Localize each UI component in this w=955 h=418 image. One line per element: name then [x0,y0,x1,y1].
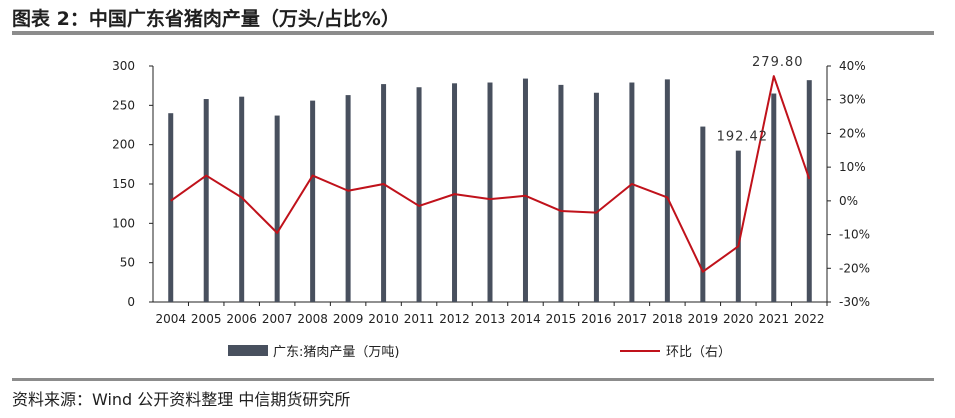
left-tick-label: 250 [112,98,135,112]
x-tick-label: 2006 [226,312,257,326]
bar-2005 [203,99,209,302]
bar-2020 [735,150,741,302]
right-tick-label: 30% [839,93,866,107]
bar-2014 [522,78,528,302]
right-tick-label: -30% [839,295,870,309]
bar-2019 [700,126,706,302]
source-note: 资料来源：Wind 公开资料整理 中信期货研究所 [12,390,351,409]
bar-2011 [416,87,422,303]
x-tick-label: 2007 [262,312,293,326]
x-tick-label: 2019 [688,312,719,326]
x-tick-label: 2010 [368,312,399,326]
x-tick-label: 2020 [723,312,754,326]
bar-2007 [274,115,280,302]
right-tick-label: 0% [839,194,858,208]
bar-2015 [558,84,564,302]
bar-2008 [310,100,316,302]
bar-2004 [168,113,174,302]
bar-2009 [345,95,351,303]
x-tick-label: 2009 [333,312,364,326]
bar-2022 [806,80,812,302]
bar-2018 [664,79,670,302]
x-tick-label: 2017 [617,312,648,326]
x-tick-label: 2011 [404,312,435,326]
left-tick-label: 0 [127,295,135,309]
left-tick-label: 150 [112,177,135,191]
x-tick-label: 2016 [581,312,612,326]
x-tick-label: 2021 [759,312,790,326]
bottom-rule [12,378,934,381]
right-tick-label: 40% [839,59,866,73]
right-tick-label: 10% [839,160,866,174]
x-tick-label: 2018 [652,312,683,326]
legend-bar-label: 广东:猪肉产量（万吨) [273,345,399,360]
bar-2017 [629,82,635,303]
bar-2021 [771,93,777,303]
bar-2013 [487,82,493,303]
bar-2012 [452,83,458,302]
left-tick-label: 300 [112,59,135,73]
legend-bar-swatch [228,345,268,356]
data-label-2021: 279.80 [752,55,804,70]
x-tick-label: 2012 [439,312,470,326]
left-tick-label: 200 [112,138,135,152]
x-tick-label: 2008 [297,312,328,326]
top-rule [12,31,934,35]
x-tick-label: 2015 [546,312,577,326]
x-tick-label: 2013 [475,312,506,326]
legend-line-label: 环比（右） [666,345,731,360]
right-tick-label: 20% [839,126,866,140]
left-tick-label: 100 [112,216,135,230]
pork-production-chart: 0 50 100 150 200 250 300 -30% -20% -10% 0% 10% 20% 30… [112,55,870,360]
data-label-2020: 192.42 [717,130,769,145]
right-tick-label: -20% [839,261,870,275]
left-tick-label: 50 [120,256,135,270]
right-tick-label: -10% [839,228,870,242]
bar-2010 [381,84,387,303]
x-tick-label: 2004 [155,312,186,326]
bar-2006 [239,96,245,303]
bar-2016 [593,92,599,302]
x-tick-label: 2005 [191,312,222,326]
chart-title: 图表 2：中国广东省猪肉产量（万头/占比%） [12,8,400,30]
x-tick-label: 2022 [794,312,825,326]
x-tick-label: 2014 [510,312,541,326]
